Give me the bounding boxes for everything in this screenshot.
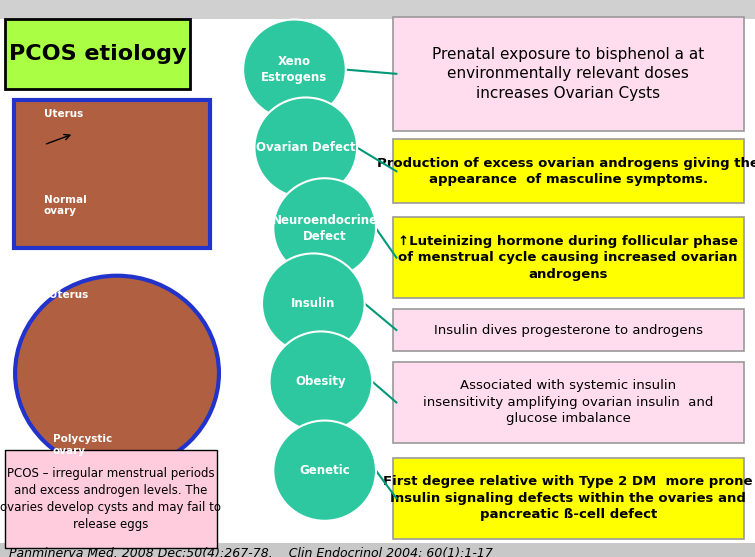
Ellipse shape bbox=[15, 276, 219, 471]
Ellipse shape bbox=[262, 253, 365, 354]
Text: Ovarian Defect: Ovarian Defect bbox=[256, 141, 356, 154]
FancyBboxPatch shape bbox=[0, 11, 755, 543]
FancyBboxPatch shape bbox=[393, 17, 744, 131]
Ellipse shape bbox=[273, 178, 376, 278]
FancyBboxPatch shape bbox=[5, 450, 217, 548]
FancyBboxPatch shape bbox=[14, 100, 210, 248]
Ellipse shape bbox=[243, 19, 346, 120]
Text: Uterus: Uterus bbox=[49, 290, 88, 300]
Text: Genetic: Genetic bbox=[299, 464, 350, 477]
Text: Uterus: Uterus bbox=[44, 109, 83, 119]
Ellipse shape bbox=[254, 97, 357, 198]
FancyBboxPatch shape bbox=[393, 362, 744, 443]
Text: ↑Luteinizing hormone during follicular phase
of menstrual cycle causing increase: ↑Luteinizing hormone during follicular p… bbox=[398, 234, 738, 281]
Ellipse shape bbox=[273, 421, 376, 521]
Text: First degree relative with Type 2 DM  more prone
Insulin signaling defects withi: First degree relative with Type 2 DM mor… bbox=[384, 475, 753, 521]
FancyBboxPatch shape bbox=[5, 19, 190, 89]
Text: PCOS – irregular menstrual periods
and excess androgen levels. The
ovaries devel: PCOS – irregular menstrual periods and e… bbox=[1, 467, 221, 531]
FancyBboxPatch shape bbox=[393, 309, 744, 351]
Text: Obesity: Obesity bbox=[295, 375, 347, 388]
Text: Xeno
Estrogens: Xeno Estrogens bbox=[261, 55, 328, 84]
FancyBboxPatch shape bbox=[393, 458, 744, 539]
Text: Neuroendocrine
Defect: Neuroendocrine Defect bbox=[272, 214, 378, 243]
Ellipse shape bbox=[270, 331, 372, 432]
Text: Production of excess ovarian androgens giving the
appearance  of masculine sympt: Production of excess ovarian androgens g… bbox=[378, 157, 755, 186]
Text: Normal
ovary: Normal ovary bbox=[44, 195, 87, 217]
FancyBboxPatch shape bbox=[393, 139, 744, 203]
Text: Insulin: Insulin bbox=[291, 297, 335, 310]
Text: Panminerva Med. 2008 Dec;50(4):267-78.    Clin Endocrinol 2004; 60(1):1-17: Panminerva Med. 2008 Dec;50(4):267-78. C… bbox=[9, 547, 493, 557]
Text: Insulin dives progesterone to androgens: Insulin dives progesterone to androgens bbox=[433, 324, 703, 336]
FancyBboxPatch shape bbox=[0, 0, 755, 19]
FancyBboxPatch shape bbox=[393, 217, 744, 298]
Text: Prenatal exposure to bisphenol a at
environmentally relevant doses
increases Ova: Prenatal exposure to bisphenol a at envi… bbox=[432, 47, 704, 100]
Text: Polycystic
ovary: Polycystic ovary bbox=[53, 434, 112, 456]
Text: PCOS etiology: PCOS etiology bbox=[9, 45, 186, 64]
Text: Associated with systemic insulin
insensitivity amplifying ovarian insulin  and
g: Associated with systemic insulin insensi… bbox=[423, 379, 713, 426]
